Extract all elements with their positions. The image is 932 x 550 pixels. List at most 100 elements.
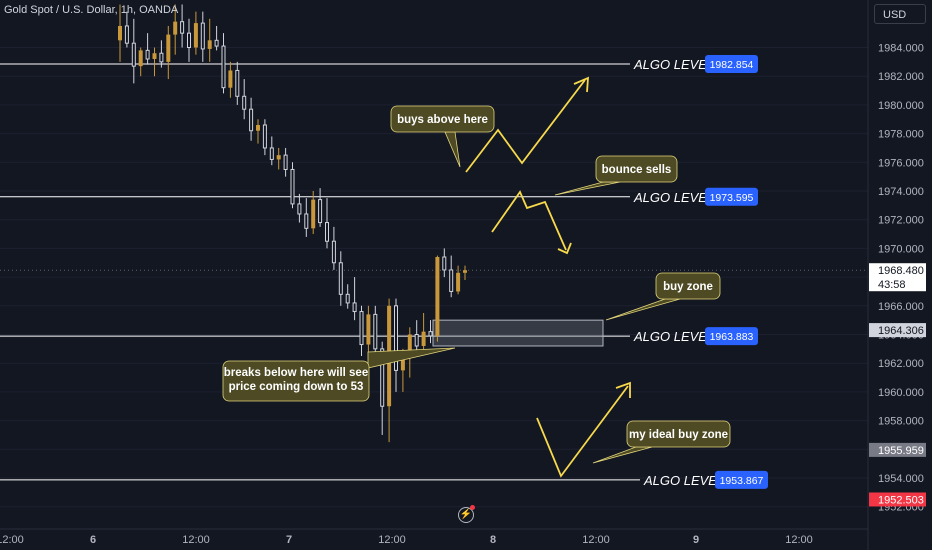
- candle-body: [297, 203, 302, 215]
- candle-body: [262, 124, 267, 149]
- time-tick-label: 6: [90, 534, 96, 546]
- candle: [359, 305, 364, 357]
- time-tick-label: 9: [693, 534, 699, 546]
- candle-body: [187, 32, 191, 49]
- algo-level-label: ALGO LEVEL: [633, 329, 714, 344]
- candle-body: [235, 69, 240, 97]
- candle-body: [131, 42, 136, 67]
- candle-body: [338, 262, 343, 295]
- callout-text: buys above here: [397, 114, 488, 126]
- candle: [200, 11, 205, 62]
- candle: [463, 265, 467, 280]
- candle-body: [256, 124, 260, 131]
- candle-body: [200, 22, 205, 50]
- candle: [235, 61, 240, 105]
- price-badge-value: 1955.959: [878, 445, 924, 457]
- candle: [152, 47, 157, 77]
- callout-box: [626, 420, 731, 448]
- callout-text: breaks below here will see: [224, 367, 368, 379]
- price-tick-label: 1954.000: [878, 473, 924, 485]
- candle-body: [352, 302, 357, 313]
- candle: [262, 119, 267, 156]
- algo-level-badge: [715, 470, 768, 489]
- candle-body: [159, 52, 164, 63]
- candle: [228, 61, 233, 98]
- candle-body: [166, 34, 171, 62]
- price-tick-label: 1962.000: [878, 358, 924, 370]
- algo-level-label: ALGO LEVEL: [643, 473, 724, 488]
- price-badge-value: 1952.503: [878, 494, 924, 506]
- time-tick-label: 12:00: [785, 534, 813, 546]
- candle-body: [449, 269, 454, 292]
- price-badge-value: 1964.306: [878, 325, 924, 337]
- callout-box: [595, 155, 678, 183]
- time-tick-label: 12:00: [182, 534, 210, 546]
- algo-level-label: ALGO LEVEL: [633, 57, 714, 72]
- candle: [449, 255, 454, 298]
- currency-button[interactable]: USD: [874, 4, 926, 24]
- candle-body: [463, 270, 467, 273]
- candle: [442, 248, 447, 278]
- candle: [159, 40, 164, 68]
- candle-body: [138, 50, 143, 67]
- candle: [366, 305, 371, 357]
- price-badge: [869, 263, 926, 292]
- time-axis[interactable]: 12:00 6 12:00 7 12:00 8 12:00 9 12:00: [0, 528, 868, 546]
- candle: [428, 320, 433, 344]
- price-tick-label: 1978.000: [878, 129, 924, 141]
- algo-level-value: 1953.867: [720, 475, 764, 487]
- candle-body: [180, 21, 185, 34]
- candle: [435, 255, 440, 342]
- price-tick-label: 1960.000: [878, 387, 924, 399]
- candle: [421, 312, 426, 352]
- candle-body: [283, 154, 288, 170]
- arrow-sells-path: [491, 190, 567, 251]
- candle-body: [207, 40, 212, 49]
- candle-body: [318, 199, 323, 224]
- algo-level-lines: [0, 63, 640, 481]
- time-tick-label: 12:00: [582, 534, 610, 546]
- candle: [214, 25, 219, 51]
- candle: [283, 147, 288, 177]
- candle-body: [380, 348, 385, 407]
- candle: [131, 18, 136, 84]
- candle-body: [173, 21, 178, 35]
- candle-body: [407, 334, 412, 357]
- candle-body: [124, 25, 129, 44]
- candle-body: [269, 147, 274, 160]
- lightning-icon[interactable]: ⚡: [458, 507, 474, 523]
- arrow-buys-path: [465, 79, 586, 173]
- callout-pointer: [367, 347, 456, 369]
- price-axis[interactable]: 1984.000 1982.000 1980.000 1978.000 1976.000…: [867, 0, 926, 550]
- annotation-callout: buys above here: [390, 105, 495, 168]
- candle-body: [325, 222, 329, 242]
- candle: [331, 226, 336, 270]
- candle-body: [242, 95, 247, 110]
- annotations: buys above here bounce sells buy zone break…: [222, 105, 731, 464]
- candle-body: [414, 334, 419, 347]
- price-tick-label: 1976.000: [878, 157, 924, 169]
- candle: [338, 251, 343, 306]
- candle: [325, 198, 329, 249]
- candle: [242, 79, 247, 120]
- candle-body: [304, 213, 309, 229]
- candle: [207, 18, 212, 62]
- candles: [118, 4, 467, 443]
- candle-body: [193, 23, 198, 48]
- candle-body: [311, 199, 316, 229]
- time-tick-label: 12:00: [378, 534, 406, 546]
- annotation-callout: my ideal buy zone: [592, 420, 731, 464]
- candle: [456, 265, 461, 295]
- candle: [173, 4, 178, 55]
- time-tick-label: 12:00: [0, 534, 24, 546]
- candle: [256, 119, 260, 144]
- candle: [124, 11, 129, 48]
- candle-body: [421, 331, 426, 346]
- price-tick-label: 1984.000: [878, 43, 924, 55]
- candle: [373, 305, 378, 361]
- candle: [394, 298, 398, 392]
- candle: [290, 162, 295, 209]
- candle-body: [400, 356, 405, 371]
